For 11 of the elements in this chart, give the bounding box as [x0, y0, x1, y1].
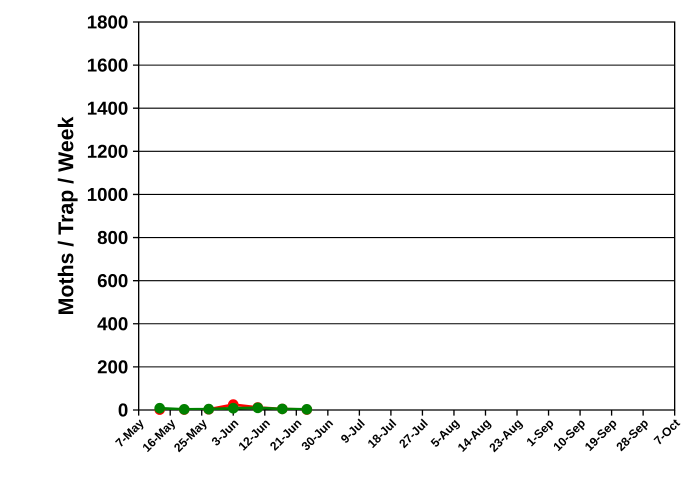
y-tick-label: 0: [118, 403, 128, 417]
y-tick-label: 200: [98, 360, 128, 374]
y-tick-label: 400: [97, 317, 128, 330]
y-tick-label: 1200: [88, 144, 128, 158]
y-tick-label: 800: [98, 230, 128, 244]
y-tick-label: 600: [98, 274, 128, 288]
y-axis-title: Moths / Trap / Week: [58, 116, 78, 314]
y-tick-label: 1400: [88, 102, 128, 115]
y-tick-label: 1000: [88, 188, 128, 202]
y-tick-label: 1800: [88, 15, 128, 29]
y-tick-label: 1600: [88, 58, 128, 72]
